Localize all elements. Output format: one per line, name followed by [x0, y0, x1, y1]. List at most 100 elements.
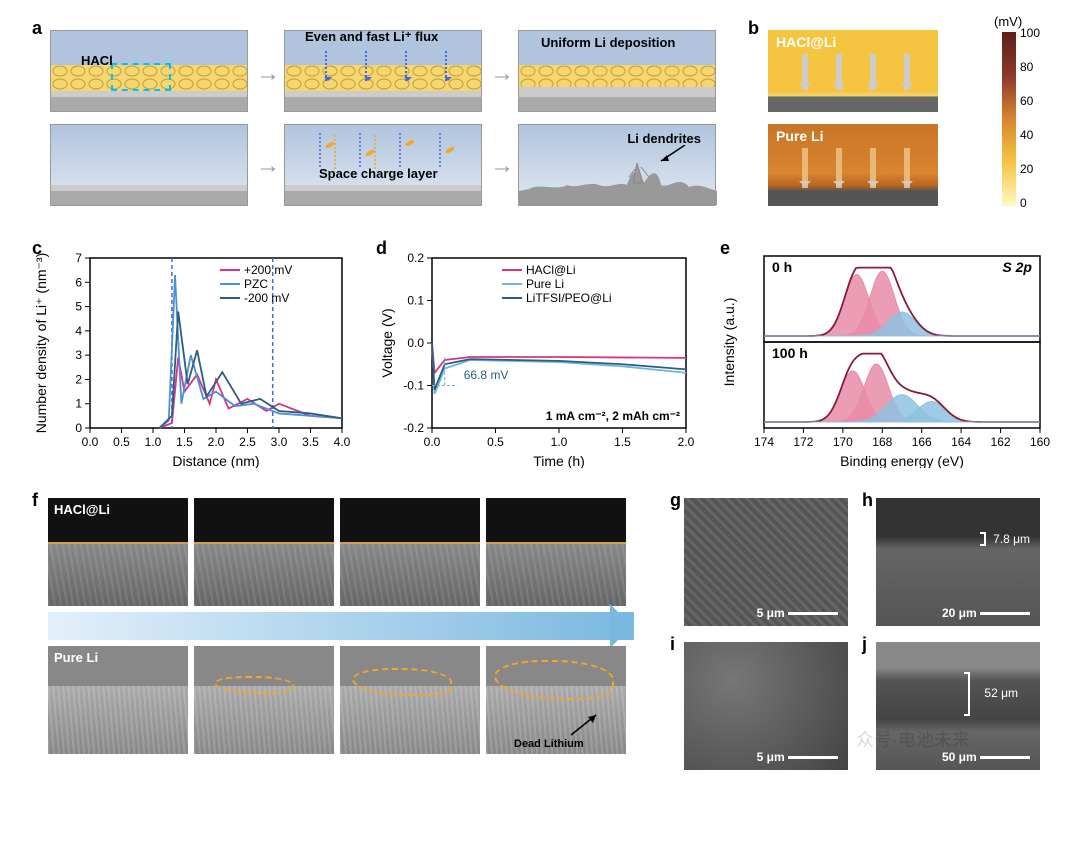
hm-arrow-icon: [836, 148, 842, 188]
svg-text:1 mA cm⁻², 2 mAh cm⁻²: 1 mA cm⁻², 2 mAh cm⁻²: [546, 409, 680, 423]
hm-arrow-icon: [836, 54, 842, 90]
svg-text:174: 174: [754, 435, 774, 449]
micro-haci-80: [486, 498, 626, 606]
sem-i: 5 μm: [684, 642, 848, 770]
sem-h: 7.8 μm 20 μm: [876, 498, 1040, 626]
colorbar-tick: 0: [1020, 196, 1027, 210]
svg-text:1.0: 1.0: [145, 435, 162, 449]
svg-text:166: 166: [912, 435, 932, 449]
flux-arrow-icon: [325, 51, 327, 81]
hm-arrow-icon: [904, 54, 910, 90]
pointer-arrow-icon: [566, 710, 606, 740]
svg-text:66.8 mV: 66.8 mV: [464, 368, 509, 382]
svg-text:3.5: 3.5: [302, 435, 319, 449]
colorbar-title: (mV): [994, 14, 1022, 29]
svg-text:164: 164: [951, 435, 971, 449]
svg-text:172: 172: [793, 435, 813, 449]
svg-text:3.0: 3.0: [271, 435, 288, 449]
hm-arrow-icon: [802, 148, 808, 188]
zoom-box: [111, 63, 171, 91]
svg-text:1.5: 1.5: [614, 435, 631, 449]
bracket-icon: [980, 532, 986, 546]
colorbar-tick: 60: [1020, 94, 1033, 108]
svg-text:Binding energy (eV): Binding energy (eV): [840, 453, 964, 468]
watermark-text: 众号·电池未来: [856, 726, 970, 752]
colorbar: (mV) 100 80 60 40 20 0: [1002, 32, 1016, 206]
hm-arrow-icon: [802, 54, 808, 90]
svg-text:1: 1: [75, 397, 82, 411]
chart-d: 0.00.51.01.52.0-0.2-0.10.00.10.266.8 mVH…: [376, 248, 696, 468]
scalebar-i: 5 μm: [757, 750, 838, 764]
panel-b-label: b: [748, 18, 759, 39]
schematic-a3: Uniform Li deposition: [518, 30, 716, 112]
hm-arrow-icon: [870, 148, 876, 188]
schematic-a3-text: Uniform Li deposition: [541, 35, 675, 50]
dendrites-icon: [519, 155, 717, 205]
heatmap-hacl: HACl@Li: [768, 30, 938, 112]
panel-i-label: i: [670, 634, 675, 655]
svg-text:0: 0: [75, 421, 82, 435]
schematic-a6-text: Li dendrites: [627, 131, 701, 146]
svg-text:0.0: 0.0: [424, 435, 441, 449]
fig-f-bot-label: Pure Li: [54, 650, 98, 665]
svg-text:0.1: 0.1: [407, 294, 424, 308]
svg-text:2.0: 2.0: [678, 435, 695, 449]
svg-text:2.5: 2.5: [239, 435, 256, 449]
svg-text:0.0: 0.0: [82, 435, 99, 449]
svg-text:162: 162: [991, 435, 1011, 449]
svg-text:4: 4: [75, 324, 82, 338]
micro-haci-40: [340, 498, 480, 606]
svg-text:3: 3: [75, 348, 82, 362]
svg-text:+200 mV: +200 mV: [244, 263, 292, 277]
schematic-a1-text: HACl: [81, 53, 113, 68]
svg-text:100 h: 100 h: [772, 345, 808, 361]
flow-arrow-icon: [48, 612, 634, 640]
arrow-icon: →: [490, 60, 514, 88]
panel-f-label: f: [32, 490, 38, 511]
panel-g-label: g: [670, 490, 681, 511]
panel-a-label: a: [32, 18, 42, 39]
scalebar-g: 5 μm: [757, 606, 838, 620]
chart-c: 0.00.51.01.52.02.53.03.54.001234567+200 …: [32, 248, 352, 468]
schematic-a2-text: Even and fast Li⁺ flux: [305, 29, 438, 45]
svg-text:5: 5: [75, 300, 82, 314]
svg-text:0.0: 0.0: [407, 336, 424, 350]
svg-text:PZC: PZC: [244, 277, 268, 291]
heatmap-pure: Pure Li: [768, 124, 938, 206]
schematic-a4: [50, 124, 248, 206]
colorbar-tick: 40: [1020, 128, 1033, 142]
scalebar-j: 50 μm: [942, 750, 1030, 764]
arrow-icon: →: [490, 152, 514, 180]
svg-text:4.0: 4.0: [334, 435, 351, 449]
heatmap-pure-label: Pure Li: [776, 128, 823, 144]
svg-text:Intensity (a.u.): Intensity (a.u.): [721, 298, 737, 387]
svg-text:Number density of Li⁺ (nm⁻³): Number density of Li⁺ (nm⁻³): [33, 253, 49, 434]
svg-text:S 2p: S 2p: [1002, 259, 1032, 275]
arrow-icon: →: [256, 60, 280, 88]
svg-text:0.5: 0.5: [113, 435, 130, 449]
svg-text:Time (h): Time (h): [533, 453, 585, 468]
heatmap-hacl-label: HACl@Li: [776, 34, 836, 50]
svg-text:LiTFSI/PEO@Li: LiTFSI/PEO@Li: [526, 291, 612, 305]
svg-text:-200 mV: -200 mV: [244, 291, 289, 305]
fig-f-top-label: HACl@Li: [54, 502, 110, 517]
svg-text:0.2: 0.2: [407, 251, 424, 265]
svg-text:HACl@Li: HACl@Li: [526, 263, 576, 277]
flux-arrow-icon: [365, 51, 367, 81]
svg-text:-0.2: -0.2: [403, 421, 424, 435]
colorbar-tick: 20: [1020, 162, 1033, 176]
micro-pure-20: [194, 646, 334, 754]
svg-text:1.5: 1.5: [176, 435, 193, 449]
hm-arrow-icon: [870, 54, 876, 90]
svg-text:160: 160: [1030, 435, 1050, 449]
pointer-arrow-icon: [657, 145, 687, 165]
thickness-j: 52 μm: [984, 686, 1018, 700]
svg-text:6: 6: [75, 275, 82, 289]
colorbar-tick: 80: [1020, 60, 1033, 74]
hm-arrow-icon: [904, 148, 910, 188]
schematic-a1: HACl: [50, 30, 248, 112]
svg-text:2.0: 2.0: [208, 435, 225, 449]
micro-pure-80: Dead Lithium: [486, 646, 626, 754]
svg-text:0 h: 0 h: [772, 259, 792, 275]
svg-text:168: 168: [872, 435, 892, 449]
